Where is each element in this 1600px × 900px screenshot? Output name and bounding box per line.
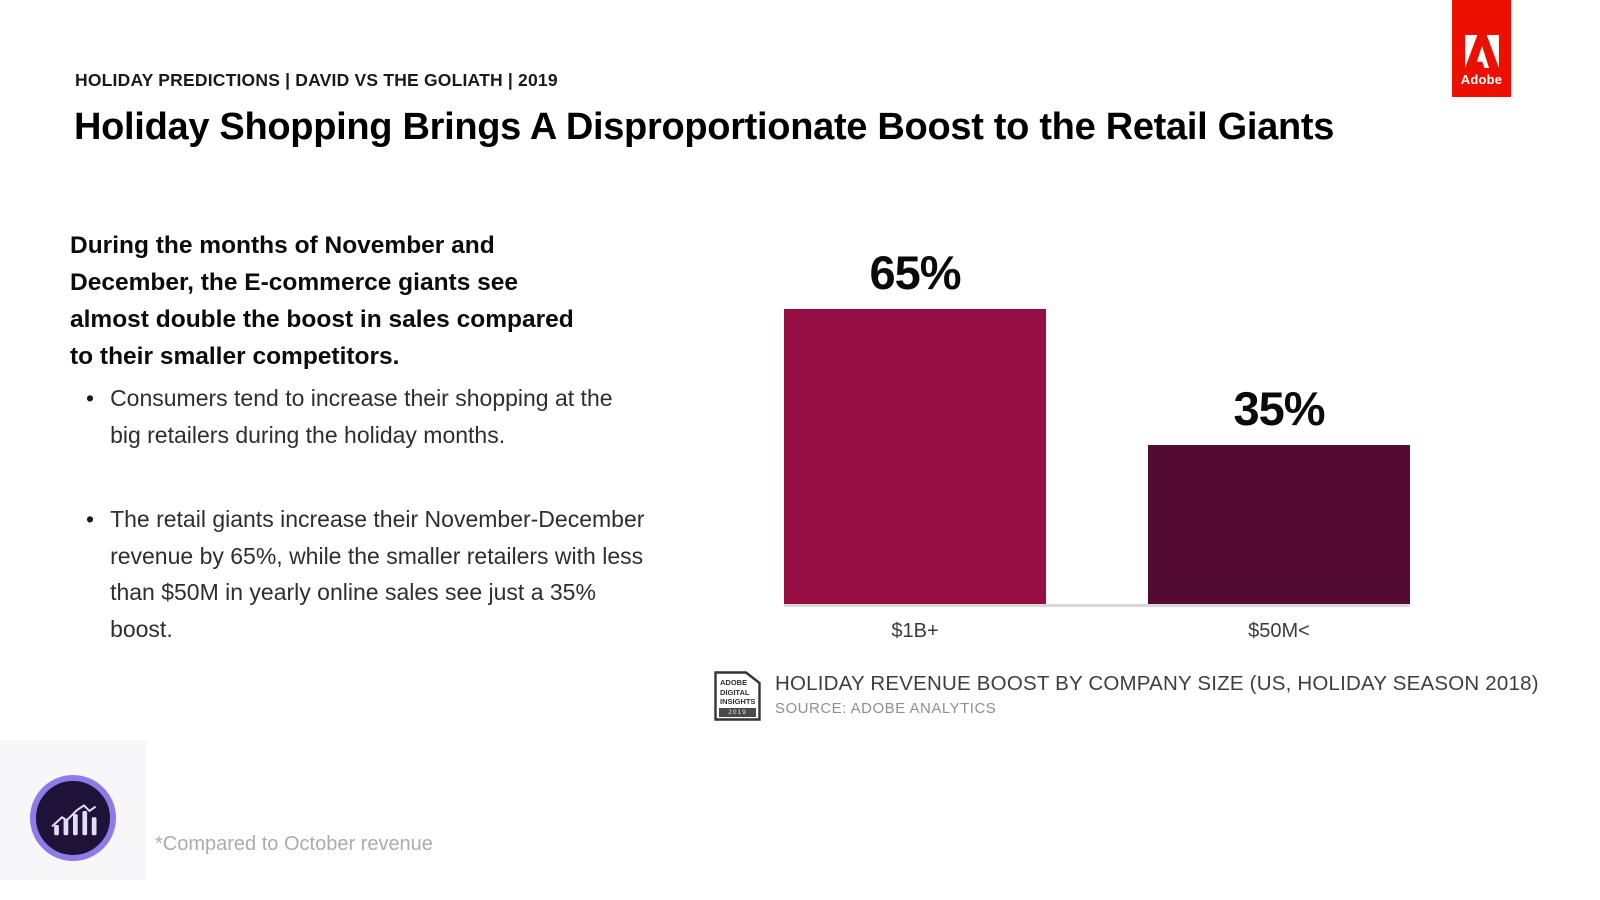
bar-group-1b-plus: 65%: [784, 245, 1046, 604]
bar-value-label: 35%: [1233, 382, 1325, 435]
chart-caption: ADOBE DIGITAL INSIGHTS 2019 HOLIDAY REVE…: [714, 671, 1539, 721]
adobe-wordmark: Adobe: [1460, 72, 1503, 87]
adobe-a-icon: [1464, 35, 1499, 68]
caption-text-block: HOLIDAY REVENUE BOOST BY COMPANY SIZE (U…: [775, 671, 1539, 717]
bar-group-50m-less: 35%: [1148, 381, 1410, 604]
intro-paragraph: During the months of November and Decemb…: [70, 232, 574, 370]
chart-x-axis: $1B+ $50M<: [784, 604, 1410, 644]
badge-outline-icon: [714, 671, 761, 721]
x-axis-label: $50M<: [1248, 620, 1310, 642]
bar-chart: 65% 35% $1B+ $50M<: [784, 245, 1410, 644]
adobe-logo: Adobe: [1452, 0, 1511, 97]
analytics-icon: [30, 775, 116, 861]
footnote: *Compared to October revenue: [155, 833, 433, 855]
bullet-list: • Consumers tend to increase their shopp…: [86, 380, 646, 647]
badge-line: DIGITAL: [720, 687, 750, 697]
bar-1b-plus: [784, 309, 1046, 604]
list-item: • Consumers tend to increase their shopp…: [86, 380, 646, 453]
bullet-icon: •: [86, 385, 95, 411]
bar-50m-less: [1148, 445, 1410, 604]
list-item: • The retail giants increase their Novem…: [86, 501, 646, 647]
slide-eyebrow: HOLIDAY PREDICTIONS | DAVID VS THE GOLIA…: [75, 70, 558, 90]
bar-value-label: 65%: [869, 246, 961, 299]
bullet-text: Consumers tend to increase their shoppin…: [110, 385, 613, 448]
chart-baseline: [784, 604, 1410, 607]
chart-title: HOLIDAY REVENUE BOOST BY COMPANY SIZE (U…: [775, 672, 1539, 695]
badge-year: 2019: [719, 708, 756, 717]
chart-source: SOURCE: ADOBE ANALYTICS: [775, 700, 997, 717]
x-axis-label: $1B+: [891, 620, 939, 642]
adobe-digital-insights-badge-icon: ADOBE DIGITAL INSIGHTS 2019: [714, 671, 761, 721]
badge-text: ADOBE DIGITAL INSIGHTS: [720, 678, 755, 707]
chart-glyph-icon: [51, 804, 97, 836]
chart-plot-area: 65% 35%: [784, 245, 1410, 607]
badge-line: INSIGHTS: [720, 697, 756, 706]
badge-line: ADOBE: [720, 678, 748, 687]
bullet-text: The retail giants increase their Novembe…: [110, 506, 645, 642]
bullet-icon: •: [86, 506, 95, 532]
page-title: Holiday Shopping Brings A Disproportiona…: [74, 106, 1335, 148]
